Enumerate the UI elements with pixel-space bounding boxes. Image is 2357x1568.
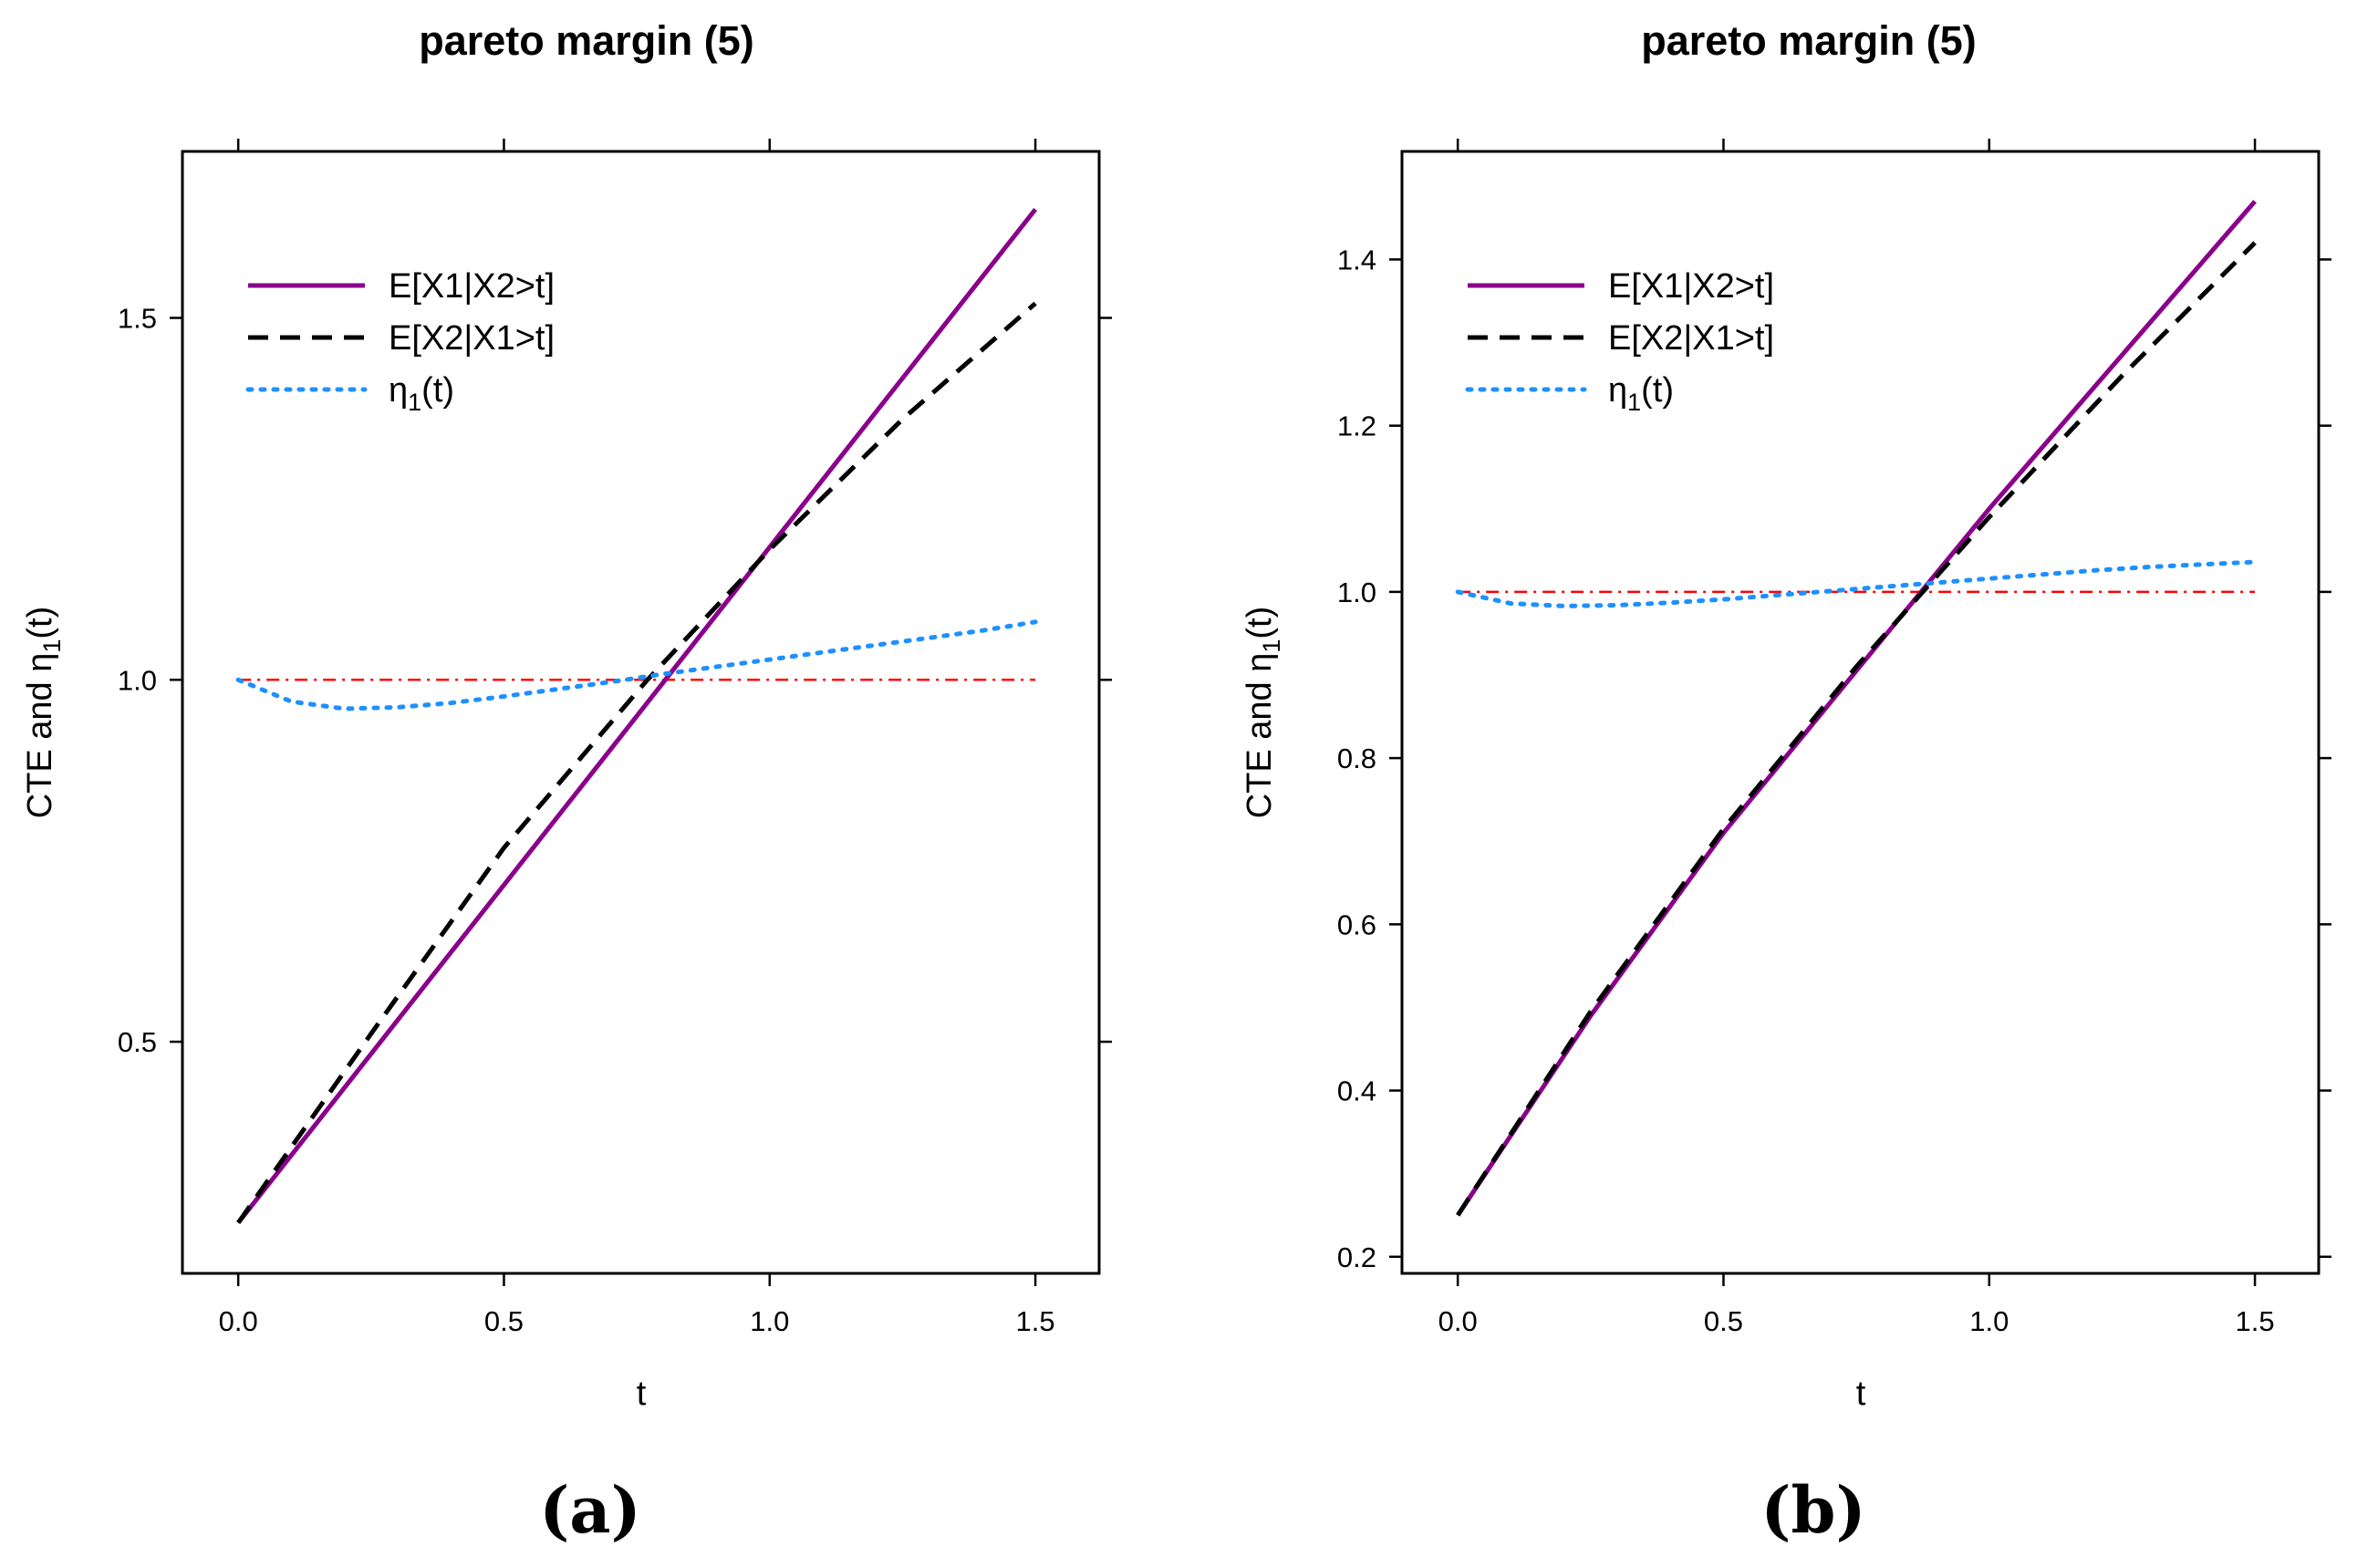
chart-a-plot-frame — [181, 150, 1101, 1275]
chart-a-series-line-3 — [235, 619, 1038, 711]
chart-b-legend: E[X1|X2>t] E[X2|X1>t] η1(t) — [1465, 267, 1774, 416]
chart-b-x-tick-label: 0.5 — [1704, 1305, 1743, 1337]
chart-b-y-tick-label: 0.6 — [1337, 909, 1376, 940]
chart-a-series-line-1 — [236, 207, 1038, 1225]
chart-b-y-axis-label: CTE and η1(t) — [1241, 607, 1285, 819]
chart-b-y-tick-label: 1.2 — [1337, 410, 1376, 442]
chart-b-plot-frame — [1400, 150, 2321, 1275]
chart-b-series-line-2 — [1456, 241, 2257, 1217]
chart-b-series-line-3 — [1455, 559, 2258, 608]
chart-a-title: pareto margin (5) — [419, 17, 754, 64]
chart-b-x-tick-label: 1.5 — [2236, 1305, 2275, 1337]
chart-a-y-tick-label: 1.5 — [118, 303, 157, 335]
chart-a-legend: E[X1|X2>t] E[X2|X1>t] η1(t) — [245, 267, 555, 416]
chart-a-lines — [235, 207, 1038, 1225]
chart-a: pareto margin (5) 0.0 0.5 1.0 1.50.51.01.5 … — [21, 17, 1112, 1548]
chart-a-x-tick-label: 1.0 — [750, 1305, 789, 1337]
chart-b-legend-label-1: E[X1|X2>t] — [1608, 267, 1774, 306]
chart-b: pareto margin (5) 0.0 0.5 1.0 1.50.20.40.60… — [1241, 17, 2331, 1548]
chart-b-title: pareto margin (5) — [1641, 17, 1977, 64]
chart-a-y-axis-label: CTE and η1(t) — [21, 607, 66, 819]
chart-a-legend-label-3: η1(t) — [389, 371, 454, 416]
chart-b-y-tick-label: 1.0 — [1337, 576, 1376, 608]
chart-b-ticks: 0.0 0.5 1.0 1.5 0.2 0.4 0.6 0.8 1.0 1.2 1.4 — [1337, 139, 2331, 1337]
chart-b-legend-label-2: E[X2|X1>t] — [1608, 319, 1774, 358]
chart-b-series-line-1 — [1456, 200, 2257, 1217]
chart-b-y-tick-label: 0.8 — [1337, 742, 1376, 774]
chart-b-y-tick-label: 1.4 — [1337, 244, 1376, 275]
chart-a-x-tick-label: 1.5 — [1016, 1305, 1055, 1337]
chart-a-x-axis-label: t — [637, 1375, 647, 1413]
chart-b-lines — [1455, 200, 2258, 1217]
chart-b-y-tick-label: 0.4 — [1337, 1075, 1376, 1107]
chart-a-y-tick-label: 0.5 — [118, 1026, 157, 1058]
chart-a-legend-label-1: E[X1|X2>t] — [389, 267, 555, 306]
chart-a-x-tick-label: 0.5 — [484, 1305, 524, 1337]
chart-b-legend-label-3: η1(t) — [1608, 371, 1674, 416]
chart-a-x-tick-label: 0.0 — [219, 1305, 258, 1337]
chart-b-y-tick-label: 0.2 — [1337, 1241, 1376, 1273]
chart-a-ticks: 0.0 0.5 1.0 1.5 0.5 1.0 1.5 — [118, 139, 1112, 1337]
chart-a-panel-label: (a) — [539, 1472, 641, 1548]
chart-b-panel-label: (b) — [1760, 1472, 1865, 1548]
chart-a-y-tick-label: 1.0 — [118, 664, 157, 696]
chart-a-legend-label-2: E[X2|X1>t] — [389, 319, 555, 358]
chart-b-x-tick-label: 0.0 — [1438, 1305, 1478, 1337]
chart-b-x-tick-label: 1.0 — [1969, 1305, 2009, 1337]
chart-b-x-axis-label: t — [1856, 1375, 1866, 1413]
chart-a-series-line-2 — [236, 301, 1037, 1224]
